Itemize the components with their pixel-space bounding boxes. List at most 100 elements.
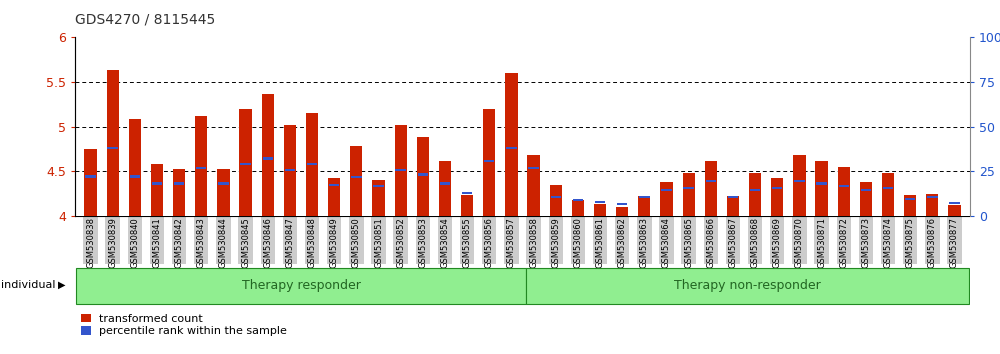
Text: GSM530866: GSM530866 xyxy=(706,217,715,268)
Text: GSM530872: GSM530872 xyxy=(839,217,848,268)
Text: GSM530851: GSM530851 xyxy=(374,217,383,268)
Bar xyxy=(925,216,940,264)
Bar xyxy=(305,216,319,264)
Bar xyxy=(307,163,317,165)
Bar xyxy=(372,180,385,216)
Bar xyxy=(285,169,295,171)
Bar xyxy=(926,194,938,216)
Text: GSM530871: GSM530871 xyxy=(817,217,826,268)
Text: GSM530868: GSM530868 xyxy=(751,217,760,268)
Bar xyxy=(837,216,851,264)
Bar xyxy=(484,160,494,162)
Bar xyxy=(772,187,782,189)
Bar xyxy=(482,216,496,264)
Bar xyxy=(860,182,872,216)
Bar xyxy=(462,192,472,194)
Bar xyxy=(661,189,672,191)
Bar xyxy=(395,125,407,216)
Bar xyxy=(83,216,98,264)
Bar xyxy=(151,164,163,216)
Bar xyxy=(572,200,584,216)
Bar xyxy=(903,216,917,264)
Bar xyxy=(174,182,184,185)
Bar xyxy=(750,189,760,191)
Bar xyxy=(262,95,274,216)
Bar xyxy=(85,175,96,177)
Text: GSM530857: GSM530857 xyxy=(507,217,516,268)
Bar xyxy=(683,173,695,216)
Bar xyxy=(393,216,408,264)
Bar xyxy=(571,216,585,264)
Bar xyxy=(128,216,142,264)
Bar xyxy=(771,177,783,216)
Bar xyxy=(883,187,893,189)
Bar xyxy=(439,160,451,216)
Bar xyxy=(593,216,607,264)
Bar xyxy=(105,216,120,264)
Bar xyxy=(551,196,561,198)
Bar xyxy=(216,216,231,264)
Bar xyxy=(506,147,517,149)
Bar xyxy=(483,109,495,216)
Text: GSM530839: GSM530839 xyxy=(108,217,117,268)
Text: GSM530876: GSM530876 xyxy=(928,217,937,268)
Bar xyxy=(129,119,141,216)
Bar xyxy=(373,185,384,187)
Text: ▶: ▶ xyxy=(58,280,66,290)
Bar xyxy=(616,207,628,216)
Bar xyxy=(261,216,275,264)
Text: Therapy responder: Therapy responder xyxy=(242,279,360,292)
Bar xyxy=(284,125,296,216)
Bar xyxy=(526,268,969,304)
Text: GSM530841: GSM530841 xyxy=(152,217,161,268)
Text: GSM530847: GSM530847 xyxy=(285,217,294,268)
Text: GSM530869: GSM530869 xyxy=(773,217,782,268)
Bar xyxy=(329,184,339,187)
Bar xyxy=(727,196,739,216)
Bar xyxy=(793,155,806,216)
Bar xyxy=(196,167,206,170)
Text: GDS4270 / 8115445: GDS4270 / 8115445 xyxy=(75,12,215,27)
Text: GSM530870: GSM530870 xyxy=(795,217,804,268)
Bar xyxy=(505,73,518,216)
Bar xyxy=(240,163,251,165)
Bar xyxy=(173,170,185,216)
Bar xyxy=(706,180,716,182)
Bar xyxy=(639,196,650,198)
Bar xyxy=(660,182,673,216)
Bar xyxy=(637,216,652,264)
Bar xyxy=(349,216,364,264)
Text: GSM530877: GSM530877 xyxy=(950,217,959,268)
Bar xyxy=(947,216,962,264)
Bar xyxy=(84,149,97,216)
Bar xyxy=(327,216,341,264)
Bar xyxy=(814,216,829,264)
Bar xyxy=(794,180,805,182)
Text: GSM530840: GSM530840 xyxy=(130,217,139,268)
Bar xyxy=(371,216,386,264)
Bar xyxy=(681,216,696,264)
Bar xyxy=(861,189,871,191)
Bar xyxy=(728,196,738,198)
Bar xyxy=(238,216,253,264)
Bar xyxy=(416,216,430,264)
Bar xyxy=(440,182,450,185)
Text: GSM530860: GSM530860 xyxy=(573,217,582,268)
Bar xyxy=(460,216,474,264)
Bar xyxy=(749,173,761,216)
Bar xyxy=(526,216,541,264)
Bar xyxy=(528,167,539,170)
Text: individual: individual xyxy=(1,280,56,290)
Text: GSM530861: GSM530861 xyxy=(596,217,605,268)
Bar xyxy=(172,216,186,264)
Bar xyxy=(351,176,362,178)
Text: GSM530849: GSM530849 xyxy=(330,217,339,268)
Bar xyxy=(904,195,916,216)
Bar xyxy=(504,216,519,264)
Bar xyxy=(217,170,230,216)
Bar xyxy=(617,203,627,205)
Bar xyxy=(815,160,828,216)
Bar xyxy=(263,158,273,160)
Text: GSM530864: GSM530864 xyxy=(662,217,671,268)
Bar xyxy=(418,173,428,176)
